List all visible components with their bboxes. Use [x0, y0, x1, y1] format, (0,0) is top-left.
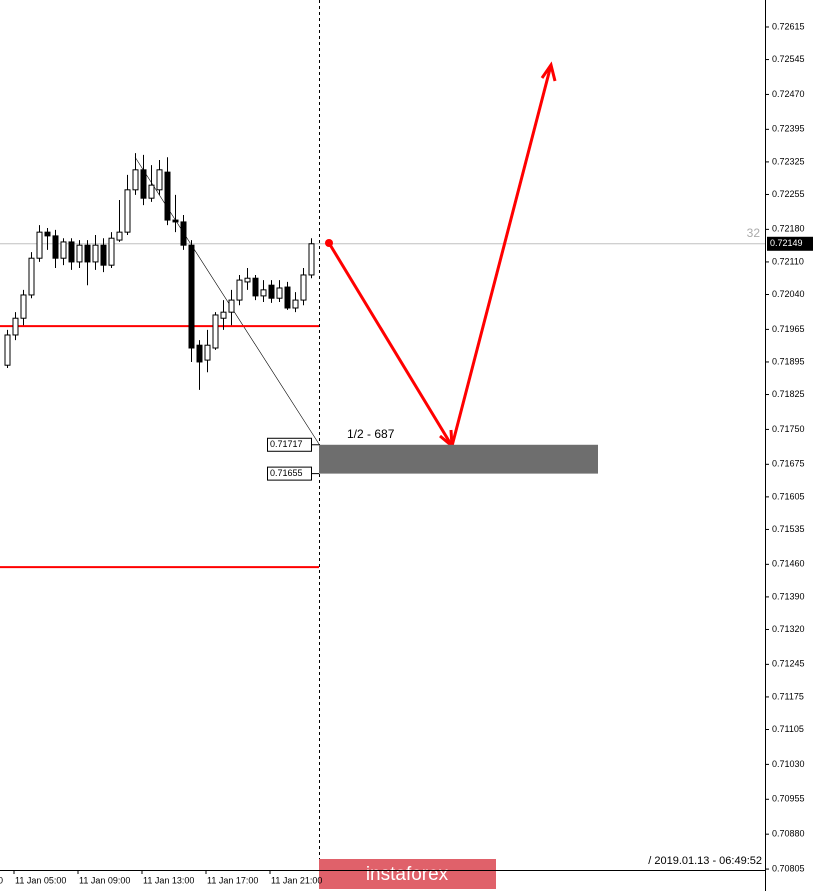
- y-tick-label: 0.72255: [772, 189, 805, 199]
- arrow-down: [327, 242, 454, 447]
- candle-body: [36, 231, 43, 259]
- y-tick-label: 0.72395: [772, 124, 805, 134]
- candle-body: [188, 244, 195, 349]
- price-tag-label: 0.72149: [770, 238, 803, 248]
- candle-body: [244, 277, 251, 283]
- candle-body: [12, 317, 19, 336]
- y-tick-label: 0.72110: [772, 256, 804, 266]
- y-tick-label: 0.71320: [772, 624, 805, 634]
- candle-body: [268, 284, 275, 299]
- price-tag: [767, 236, 813, 251]
- zone-label: 0.71655: [270, 468, 303, 478]
- y-tick-label: 0.71460: [772, 559, 805, 569]
- candle-body: [92, 244, 99, 263]
- x-tick-label: 11 Jan 17:00: [207, 875, 258, 885]
- y-tick-label: 0.70880: [772, 829, 805, 839]
- y-tick-label: 0.71605: [772, 491, 805, 501]
- candle-body: [20, 294, 27, 319]
- timestamp: / 2019.01.13 - 06:49:52: [648, 855, 762, 867]
- candle-body: [204, 344, 211, 361]
- candle-body: [148, 184, 155, 199]
- candle-body: [164, 171, 171, 221]
- candle-body: [100, 244, 107, 266]
- y-tick-label: 0.71105: [772, 724, 804, 734]
- forecast-arrows: [325, 61, 557, 450]
- arrow-up: [450, 64, 553, 447]
- watermark: instaforex: [366, 864, 449, 885]
- candle-body: [156, 169, 163, 191]
- plot-area: [0, 153, 765, 569]
- zone-annotation: 1/2 - 687: [347, 427, 395, 441]
- zone-label: 0.71717: [270, 439, 303, 449]
- y-tick-label: 0.71535: [772, 524, 805, 534]
- y-tick-label: 0.71390: [772, 591, 805, 601]
- candle-body: [300, 274, 307, 301]
- candle-body: [180, 221, 187, 246]
- candle-body: [276, 287, 283, 299]
- candle-body: [52, 235, 59, 259]
- target-zone: [319, 444, 598, 474]
- candle-body: [228, 299, 235, 313]
- y-tick-label: 0.70805: [772, 863, 805, 873]
- candle-body: [140, 169, 147, 199]
- candle-body: [308, 243, 315, 276]
- candle-body: [212, 314, 219, 349]
- watermark-box: [319, 859, 496, 889]
- x-tick-label: 11 Jan 05:00: [15, 875, 66, 885]
- y-tick-label: 0.72545: [772, 54, 805, 64]
- y-tick-label: 0.71175: [772, 691, 804, 701]
- candle-body: [44, 231, 51, 237]
- candle-body: [252, 277, 259, 297]
- y-tick-label: 0.72325: [772, 156, 805, 166]
- y-tick-label: 0.72180: [772, 224, 805, 234]
- y-tick-label: 0.71245: [772, 659, 805, 669]
- x-tick-label: 11 Jan 21:00: [271, 875, 322, 885]
- trend-line: [134, 156, 320, 445]
- y-tick-label: 0.71675: [772, 459, 805, 469]
- candle-body: [108, 237, 115, 266]
- candle-body: [124, 189, 131, 233]
- candle-body: [116, 231, 123, 241]
- candle-body: [220, 311, 227, 319]
- y-tick-label: 0.71030: [772, 759, 805, 769]
- candle-body: [260, 289, 267, 297]
- y-tick-label: 0.71965: [772, 324, 805, 334]
- candle-body: [284, 286, 291, 309]
- arrow-head: [540, 61, 557, 82]
- y-tick-label: 0.72470: [772, 89, 805, 99]
- candle-body: [292, 299, 299, 309]
- candle-body: [236, 279, 243, 301]
- y-tick-label: 0.71825: [772, 389, 805, 399]
- x-tick-label: 11 Jan 09:00: [79, 875, 130, 885]
- candle-body: [172, 219, 179, 223]
- candle-body: [132, 169, 139, 191]
- x-tick-label: 0: [0, 875, 3, 885]
- candle-body: [60, 241, 67, 259]
- y-tick-label: 0.72615: [772, 21, 805, 31]
- y-tick-label: 0.71895: [772, 356, 805, 366]
- candle-body: [4, 334, 11, 366]
- candle-body: [84, 244, 91, 263]
- spread-label: 32: [747, 226, 761, 240]
- candle-body: [76, 244, 83, 263]
- candle-body: [196, 344, 203, 363]
- x-tick-label: 11 Jan 13:00: [143, 875, 194, 885]
- candle-body: [28, 257, 35, 296]
- y-tick-label: 0.71750: [772, 424, 805, 434]
- y-tick-label: 0.72040: [772, 289, 805, 299]
- y-tick-label: 0.70955: [772, 794, 805, 804]
- candle-body: [68, 241, 75, 263]
